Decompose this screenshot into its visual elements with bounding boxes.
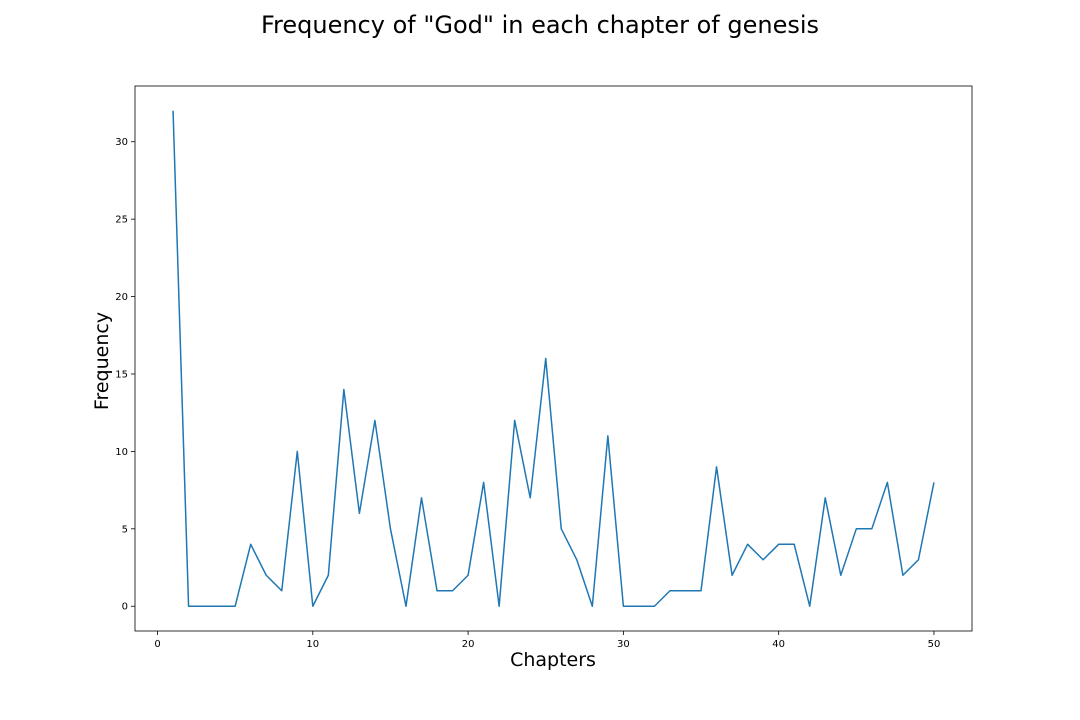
data-point [746, 543, 748, 545]
chart-title: Frequency of "God" in each chapter of ge… [261, 11, 819, 39]
x-tick-label: 10 [306, 639, 319, 650]
data-point [482, 481, 484, 483]
data-point [420, 497, 422, 499]
data-point [218, 605, 220, 607]
data-point [824, 497, 826, 499]
data-point [405, 605, 407, 607]
x-tick-label: 30 [617, 639, 630, 650]
data-point [187, 605, 189, 607]
x-tick-label: 0 [154, 639, 160, 650]
data-point [902, 574, 904, 576]
data-point [684, 590, 686, 592]
data-point [374, 419, 376, 421]
data-point [871, 528, 873, 530]
data-point [591, 605, 593, 607]
data-point [560, 528, 562, 530]
data-point [513, 419, 515, 421]
data-point [653, 605, 655, 607]
data-point [343, 388, 345, 390]
x-tick-label: 40 [772, 639, 785, 650]
data-point [327, 574, 329, 576]
x-tick-label: 50 [928, 639, 941, 650]
plot-frame [134, 85, 973, 632]
data-point [855, 528, 857, 530]
data-point [545, 357, 547, 359]
plot-area [134, 85, 973, 632]
data-point [203, 605, 205, 607]
data-point [886, 481, 888, 483]
x-axis: 0 10 20 30 40 50 [154, 631, 940, 650]
y-tick-label: 20 [115, 292, 128, 303]
data-point [312, 605, 314, 607]
data-point [265, 574, 267, 576]
data-point [777, 543, 779, 545]
data-point [762, 559, 764, 561]
data-point [172, 110, 174, 112]
data-point [793, 543, 795, 545]
data-point [638, 605, 640, 607]
data-point [498, 605, 500, 607]
y-tick-label: 10 [115, 447, 128, 458]
data-point [622, 605, 624, 607]
data-point [576, 559, 578, 561]
data-point [467, 574, 469, 576]
data-point [358, 512, 360, 514]
y-tick-label: 30 [115, 137, 128, 148]
data-point [451, 590, 453, 592]
y-tick-label: 25 [115, 215, 128, 226]
y-tick-label: 5 [122, 524, 128, 535]
data-point [917, 559, 919, 561]
data-point [281, 590, 283, 592]
y-axis: 0 5 10 15 20 25 30 [115, 137, 135, 613]
data-point [809, 605, 811, 607]
data-point [715, 466, 717, 468]
data-point [840, 574, 842, 576]
x-axis-label: Chapters [510, 649, 596, 671]
data-point [249, 543, 251, 545]
data-point [700, 590, 702, 592]
series-layer [172, 110, 935, 607]
data-point [933, 481, 935, 483]
data-point [607, 435, 609, 437]
y-tick-label: 15 [115, 369, 128, 380]
y-axis-label: Frequency [91, 312, 113, 410]
data-point [731, 574, 733, 576]
y-tick-label: 0 [122, 602, 128, 613]
data-point [669, 590, 671, 592]
x-tick-label: 20 [462, 639, 475, 650]
data-point [436, 590, 438, 592]
series-line [172, 110, 935, 607]
data-point [234, 605, 236, 607]
data-point [529, 497, 531, 499]
data-point [296, 450, 298, 452]
data-point [389, 528, 391, 530]
